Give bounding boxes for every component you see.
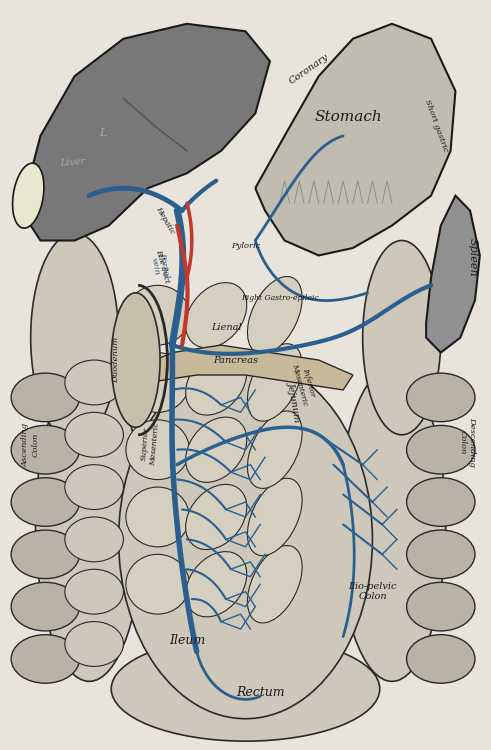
Ellipse shape — [407, 425, 475, 474]
Text: Rectum: Rectum — [236, 686, 284, 699]
Text: Pyloric: Pyloric — [231, 242, 260, 250]
Ellipse shape — [111, 637, 380, 741]
Ellipse shape — [247, 478, 302, 556]
Ellipse shape — [247, 411, 302, 488]
Text: Duodenum: Duodenum — [112, 337, 120, 383]
Text: Coronary: Coronary — [288, 52, 330, 86]
Ellipse shape — [11, 478, 80, 526]
Ellipse shape — [30, 233, 118, 442]
Ellipse shape — [126, 420, 190, 479]
Ellipse shape — [186, 484, 247, 550]
Text: Lienal: Lienal — [211, 323, 241, 332]
Ellipse shape — [186, 551, 247, 616]
PathPatch shape — [138, 345, 353, 390]
Ellipse shape — [407, 634, 475, 683]
Ellipse shape — [65, 622, 123, 667]
Ellipse shape — [11, 530, 80, 578]
Ellipse shape — [118, 360, 373, 718]
Ellipse shape — [11, 374, 80, 422]
Text: Right Gastro-epiloic: Right Gastro-epiloic — [241, 294, 319, 302]
Text: Ileum: Ileum — [169, 634, 205, 647]
Text: Liver: Liver — [60, 157, 86, 168]
Ellipse shape — [247, 545, 302, 623]
Text: Inferior
Mesenteric: Inferior Mesenteric — [290, 361, 318, 407]
Text: L: L — [99, 128, 107, 138]
Ellipse shape — [247, 277, 302, 354]
PathPatch shape — [426, 196, 480, 352]
Text: Ilio-pelvic
Colon: Ilio-pelvic Colon — [348, 582, 397, 602]
Text: Stomach: Stomach — [314, 110, 382, 124]
Ellipse shape — [35, 368, 143, 681]
Text: Portal
vein: Portal vein — [149, 252, 171, 280]
Text: Bile duct: Bile duct — [154, 248, 171, 284]
Ellipse shape — [407, 582, 475, 631]
Ellipse shape — [11, 582, 80, 631]
Text: Hepatic: Hepatic — [154, 205, 176, 235]
Ellipse shape — [65, 517, 123, 562]
Text: Spleen: Spleen — [467, 238, 478, 276]
Text: Jejunum: Jejunum — [286, 380, 302, 422]
Text: Ascending
Colon: Ascending Colon — [22, 422, 39, 466]
Ellipse shape — [186, 350, 247, 415]
Ellipse shape — [126, 285, 190, 345]
Ellipse shape — [186, 283, 247, 348]
Text: Short gastric: Short gastric — [423, 98, 449, 153]
PathPatch shape — [21, 24, 270, 241]
Ellipse shape — [407, 530, 475, 578]
Ellipse shape — [65, 360, 123, 405]
Ellipse shape — [247, 344, 302, 422]
Ellipse shape — [407, 478, 475, 526]
Ellipse shape — [11, 634, 80, 683]
Ellipse shape — [65, 413, 123, 458]
Ellipse shape — [65, 465, 123, 509]
Ellipse shape — [126, 487, 190, 547]
Ellipse shape — [126, 352, 190, 413]
Ellipse shape — [407, 374, 475, 422]
Text: Descending
Colon: Descending Colon — [459, 417, 476, 466]
Ellipse shape — [13, 164, 44, 228]
Ellipse shape — [111, 292, 160, 427]
Ellipse shape — [186, 417, 247, 482]
PathPatch shape — [255, 24, 456, 256]
Ellipse shape — [363, 241, 441, 435]
Ellipse shape — [11, 425, 80, 474]
Ellipse shape — [338, 368, 446, 681]
Ellipse shape — [65, 569, 123, 614]
Text: Pancreas: Pancreas — [213, 356, 258, 364]
Ellipse shape — [126, 554, 190, 614]
Text: Superior
Mesenteric: Superior Mesenteric — [140, 422, 161, 466]
